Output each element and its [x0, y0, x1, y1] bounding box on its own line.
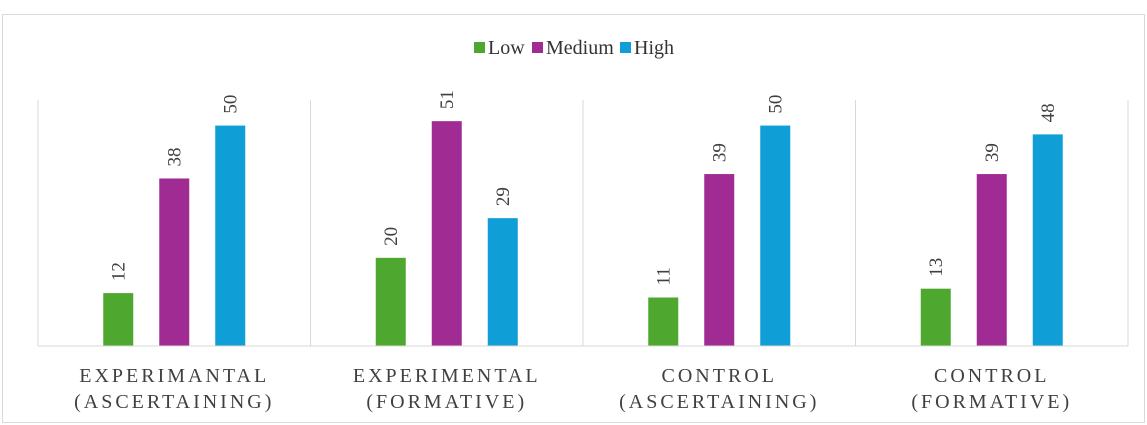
category-label: CONTROL: [662, 365, 777, 387]
bar-low-4: [920, 288, 951, 346]
bar-medium-2: [431, 121, 462, 347]
bar-medium-4: [976, 174, 1007, 346]
data-label: 38: [164, 147, 185, 166]
data-label: 29: [493, 187, 514, 206]
data-label: 20: [381, 227, 402, 246]
legend-swatch-high: [620, 42, 631, 53]
bar-medium-1: [159, 178, 190, 346]
data-label: 12: [108, 262, 129, 281]
category-label: (FORMATIVE): [911, 391, 1072, 413]
bar-high-2: [487, 218, 518, 346]
data-label: 51: [437, 90, 458, 109]
data-label: 48: [1038, 103, 1059, 122]
bar-high-3: [760, 125, 791, 347]
data-label: 39: [709, 143, 730, 162]
data-label: 50: [765, 95, 786, 114]
category-label: (ASCERTAINING): [74, 391, 274, 413]
legend-label-high: High: [634, 37, 674, 59]
data-label: 11: [653, 267, 674, 285]
data-label: 13: [926, 258, 947, 277]
bar-medium-3: [704, 174, 735, 346]
legend-label-low: Low: [488, 37, 525, 59]
bar-high-1: [215, 125, 246, 347]
category-label: (ASCERTAINING): [619, 391, 819, 413]
category-label: (FORMATIVE): [366, 391, 527, 413]
legend-swatch-low: [474, 42, 485, 53]
legend-swatch-medium: [532, 42, 543, 53]
bar-low-1: [103, 293, 134, 346]
bar-low-3: [648, 297, 679, 346]
category-label: EXPERIMENTAL: [353, 365, 541, 387]
bar-high-4: [1032, 134, 1063, 346]
bar-low-2: [375, 257, 406, 346]
category-label: EXPERIMANTAL: [79, 365, 269, 387]
data-label: 39: [982, 143, 1003, 162]
data-label: 50: [220, 95, 241, 114]
legend-label-medium: Medium: [546, 37, 614, 59]
chart-frame: [2, 14, 1145, 423]
category-label: CONTROL: [934, 365, 1049, 387]
